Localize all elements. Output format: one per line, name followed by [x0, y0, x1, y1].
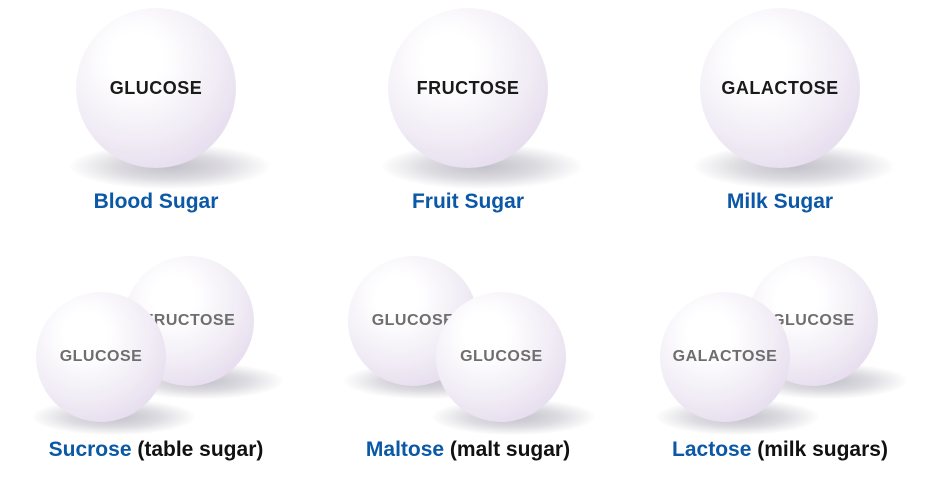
sugar-sphere: GLUCOSE: [436, 292, 566, 422]
caption-note: (milk sugars): [751, 438, 888, 461]
sugar-caption: Sucrose (table sugar): [49, 438, 264, 462]
mono-cell: GALACTOSE Milk Sugar: [630, 8, 930, 214]
sugar-sphere: GLUCOSE: [76, 8, 236, 168]
sphere-wrap: GLUCOSEGLUCOSE: [338, 256, 598, 436]
caption-name: Maltose: [366, 438, 444, 461]
sugar-caption: Lactose (milk sugars): [672, 438, 888, 462]
sugar-caption: Maltose (malt sugar): [366, 438, 570, 462]
sphere-wrap: FRUCTOSE: [338, 8, 598, 188]
caption-name: Milk Sugar: [727, 190, 833, 213]
sugar-sphere: GLUCOSE: [36, 292, 166, 422]
caption-name: Fruit Sugar: [412, 190, 524, 213]
caption-name: Sucrose: [49, 438, 132, 461]
monosaccharide-row: GLUCOSE Blood Sugar FRUCTOSE Fruit Sugar GAL…: [0, 8, 936, 214]
sphere-wrap: GALACTOSE: [650, 8, 910, 188]
sugar-sphere: GALACTOSE: [660, 292, 790, 422]
caption-note: (malt sugar): [444, 438, 570, 461]
caption-note: (table sugar): [132, 438, 264, 461]
di-cell: GLUCOSEFRUCTOSESucrose (table sugar): [6, 256, 306, 462]
di-cell: GALACTOSEGLUCOSELactose (milk sugars): [630, 256, 930, 462]
sugar-caption: Milk Sugar: [727, 190, 833, 214]
disaccharide-row: GLUCOSEFRUCTOSESucrose (table sugar)GLUC…: [0, 256, 936, 462]
mono-cell: FRUCTOSE Fruit Sugar: [318, 8, 618, 214]
sugar-sphere: FRUCTOSE: [388, 8, 548, 168]
sphere-wrap: GALACTOSEGLUCOSE: [650, 256, 910, 436]
caption-name: Lactose: [672, 438, 751, 461]
sugar-sphere: GALACTOSE: [700, 8, 860, 168]
sugar-caption: Blood Sugar: [94, 190, 219, 214]
sphere-wrap: GLUCOSEFRUCTOSE: [26, 256, 286, 436]
mono-cell: GLUCOSE Blood Sugar: [6, 8, 306, 214]
di-cell: GLUCOSEGLUCOSEMaltose (malt sugar): [318, 256, 618, 462]
sugar-caption: Fruit Sugar: [412, 190, 524, 214]
caption-name: Blood Sugar: [94, 190, 219, 213]
sphere-wrap: GLUCOSE: [26, 8, 286, 188]
